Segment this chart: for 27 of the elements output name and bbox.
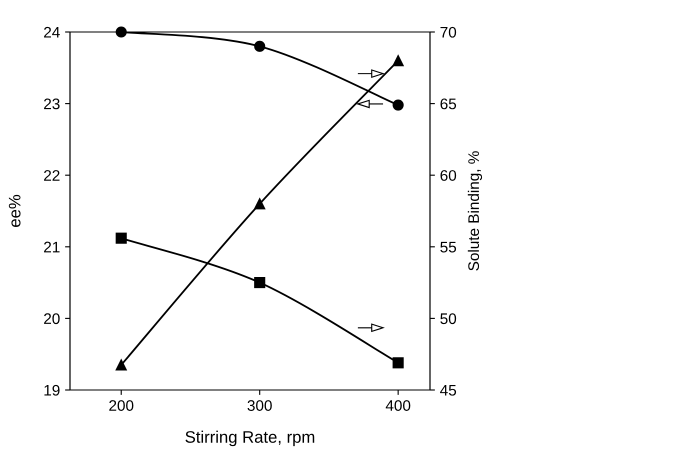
point (116, 26, 127, 38)
y2-tick-label: 45 (440, 385, 456, 396)
point (116, 232, 127, 244)
point (254, 277, 266, 288)
x-axis-title: Stirring Rate, rpm (185, 430, 314, 446)
y-tick-label: 21 (44, 242, 60, 252)
y2-axis-title: Solute Binding, % (468, 151, 482, 271)
y2-tick-label: 55 (440, 242, 456, 252)
y2-tick-label: 70 (440, 26, 456, 38)
point (116, 359, 127, 370)
y-tick-label: 24 (44, 26, 60, 38)
y-tick-label: 23 (44, 98, 60, 110)
y2-tick-label: 60 (440, 170, 456, 181)
point (392, 55, 404, 66)
point (254, 198, 266, 210)
y2-tick-label: 50 (440, 313, 456, 324)
y-tick-label: 22 (44, 170, 60, 181)
x-tick-label: 400 (386, 400, 410, 411)
x-tick-label: 200 (109, 400, 134, 411)
y-tick-label: 20 (44, 313, 60, 324)
y-axis-title: ee% (8, 194, 21, 227)
point (392, 357, 404, 368)
x-tick-label: 300 (248, 400, 272, 411)
y2-tick-label: 65 (440, 98, 456, 110)
point (254, 40, 266, 52)
point (392, 99, 404, 111)
y-tick-label: 19 (44, 384, 60, 396)
